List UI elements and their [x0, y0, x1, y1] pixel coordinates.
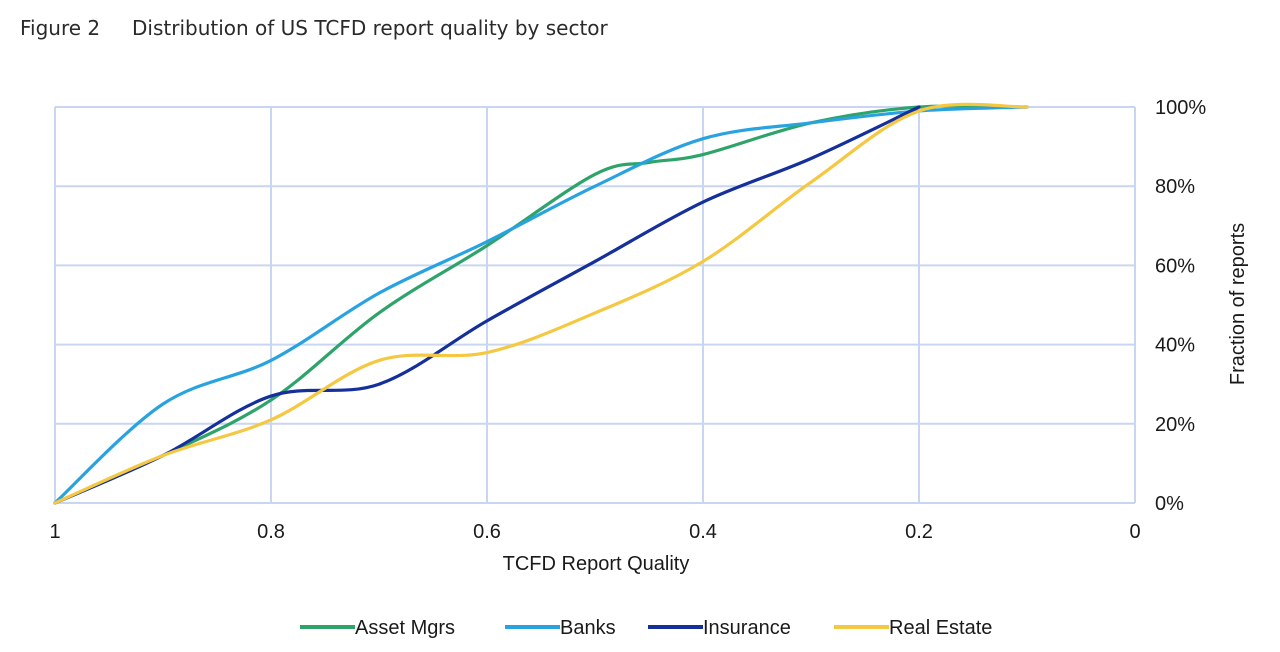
y-tick-label: 40%: [1155, 335, 1195, 357]
y-axis-ticks: 0% 20% 40% 60% 80% 100%: [1155, 97, 1206, 515]
x-tick-label: 0.2: [905, 521, 933, 543]
x-axis-ticks: 1 0.8 0.6 0.4 0.2 0: [49, 521, 1140, 543]
legend-label-banks: Banks: [560, 617, 616, 639]
figure-title: Distribution of US TCFD report quality b…: [132, 16, 608, 40]
x-tick-label: 0: [1129, 521, 1140, 543]
series-line-banks: [53, 105, 1029, 505]
x-axis-title: TCFD Report Quality: [503, 553, 690, 575]
x-tick-label: 1: [49, 521, 60, 543]
y-tick-label: 0%: [1155, 493, 1184, 515]
legend-label-insurance: Insurance: [703, 617, 791, 639]
legend-label-asset-mgrs: Asset Mgrs: [355, 617, 455, 639]
chart-legend: Asset Mgrs Banks Insurance Real Estate: [300, 617, 992, 639]
series-line-insurance: [53, 105, 921, 505]
chart-grid: [54, 106, 1136, 504]
y-tick-label: 20%: [1155, 414, 1195, 436]
series-line-asset-mgrs: [53, 104, 1029, 505]
series-line-real-estate: [53, 102, 1029, 505]
figure-label: Figure 2: [20, 16, 101, 40]
y-tick-label: 60%: [1155, 255, 1195, 277]
y-tick-label: 80%: [1155, 176, 1195, 198]
x-tick-label: 0.6: [473, 521, 501, 543]
figure-header: Figure 2 Distribution of US TCFD report q…: [20, 16, 608, 40]
chart-series: [53, 102, 1029, 505]
y-axis-title: Fraction of reports: [1227, 223, 1249, 385]
x-tick-label: 0.4: [689, 521, 717, 543]
y-tick-label: 100%: [1155, 97, 1206, 119]
legend-label-real-estate: Real Estate: [889, 617, 992, 639]
x-tick-label: 0.8: [257, 521, 285, 543]
